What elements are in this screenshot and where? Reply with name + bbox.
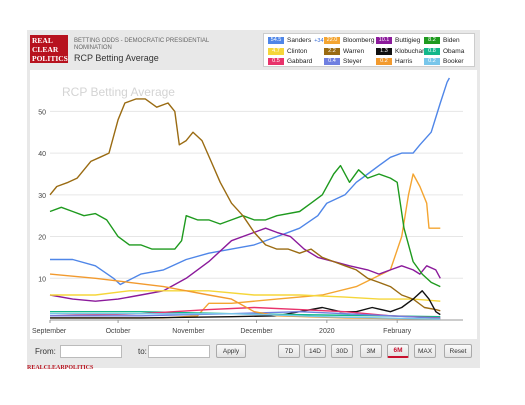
to-date-input[interactable] <box>148 345 210 358</box>
from-date-input[interactable] <box>60 345 122 358</box>
y-tick-label: 10 <box>38 276 46 283</box>
series-line-booker <box>50 313 441 320</box>
footer-brand: REALCLEARPOLITICS <box>27 365 94 371</box>
legend-value-badge: 8.2 <box>424 37 440 44</box>
x-tick-label: September <box>32 328 67 335</box>
legend-value-badge: 22.0 <box>324 37 340 44</box>
widget-header: REAL CLEAR POLITICS BETTING ODDS - DEMOC… <box>27 30 480 68</box>
line-chart: 10 20 30 40 50 September October November Decemb… <box>32 77 463 335</box>
legend-item-sanders[interactable]: 54.5 Sanders +34.9 <box>268 36 328 45</box>
plot-area: 10 20 30 40 50 September October November Decemb… <box>30 70 477 339</box>
to-label: to: <box>138 347 147 356</box>
logo-line-2: CLEAR <box>32 45 59 54</box>
legend-label: Bloomberg <box>343 37 375 44</box>
legend-value-badge: 54.5 <box>268 37 284 44</box>
y-tick-label: 20 <box>38 235 46 242</box>
series-line-buttigieg <box>49 227 441 302</box>
x-tick-label: November <box>172 328 205 335</box>
x-tick-label: 2020 <box>319 328 335 335</box>
legend-item-steyer[interactable]: 0.4 Steyer <box>324 57 362 66</box>
legend-value-badge: 4.7 <box>268 47 284 55</box>
legend-value-badge: 0.8 <box>424 47 440 55</box>
series-line-warren <box>49 98 441 312</box>
legend-label: Harris <box>395 58 413 65</box>
range-controls: From: to: Apply 7D 14D 30D 3M 6M MAX Reset <box>30 342 477 364</box>
y-tick-label: 50 <box>38 109 46 116</box>
legend-value-badge: 10.1 <box>376 37 392 44</box>
legend-label: Warren <box>343 47 365 55</box>
legend-value-badge: 2.2 <box>324 47 340 55</box>
legend: 54.5 Sanders +34.9 22.0 Bloomberg 10.1 Buttigi… <box>263 33 475 67</box>
reset-button[interactable]: Reset <box>444 344 472 358</box>
apply-button[interactable]: Apply <box>216 344 246 358</box>
series-line-klobuchar <box>50 290 441 319</box>
series-line-harris <box>49 273 441 320</box>
y-tick-label: 30 <box>38 193 46 200</box>
rcp-logo: REAL CLEAR POLITICS <box>30 35 68 63</box>
x-tick-label: October <box>106 328 132 335</box>
range-button-30d[interactable]: 30D <box>331 344 353 358</box>
legend-item-gabbard[interactable]: 0.5 Gabbard <box>268 57 312 66</box>
x-tick-label: December <box>240 328 273 335</box>
legend-item-bloomberg[interactable]: 22.0 Bloomberg <box>324 36 374 45</box>
legend-label: Gabbard <box>287 58 313 65</box>
chart-title: RCP Betting Average <box>74 53 159 63</box>
legend-label: Booker <box>443 58 464 65</box>
legend-item-klobuchar[interactable]: 1.3 Klobuchar <box>376 47 424 56</box>
legend-value-badge: 1.3 <box>376 47 392 55</box>
chart-subtitle: BETTING ODDS - DEMOCRATIC PRESIDENTIAL N… <box>74 38 210 51</box>
legend-item-biden[interactable]: 8.2 Biden <box>424 36 460 45</box>
series-line-sanders <box>50 77 451 286</box>
y-tick-label: 40 <box>38 151 46 158</box>
chart-watermark: RCP Betting Average <box>62 85 175 99</box>
legend-value-badge: 0.2 <box>376 58 392 65</box>
legend-value-badge: 0.4 <box>324 58 340 65</box>
chart-widget: REAL CLEAR POLITICS BETTING ODDS - DEMOC… <box>27 30 480 368</box>
legend-item-warren[interactable]: 2.2 Warren <box>324 47 364 56</box>
from-label: From: <box>35 347 56 356</box>
legend-label: Clinton <box>287 47 308 55</box>
series-line-biden <box>49 164 441 288</box>
legend-change: +34.9 <box>314 37 329 44</box>
legend-value-badge: 0.2 <box>424 58 440 65</box>
range-button-3m[interactable]: 3M <box>360 344 382 358</box>
legend-item-buttigieg[interactable]: 10.1 Buttigieg <box>376 36 420 45</box>
range-button-6m[interactable]: 6M <box>387 344 409 358</box>
range-button-14d[interactable]: 14D <box>304 344 326 358</box>
legend-value-badge: 0.5 <box>268 58 284 65</box>
legend-label: Klobuchar <box>395 47 425 55</box>
series-line-steyer <box>50 311 441 319</box>
legend-item-harris[interactable]: 0.2 Harris <box>376 57 412 66</box>
legend-label: Buttigieg <box>395 37 421 44</box>
series-line-clinton <box>50 290 441 302</box>
x-tick-label: February <box>383 328 412 335</box>
legend-label: Sanders <box>287 37 312 44</box>
range-button-max[interactable]: MAX <box>414 344 436 358</box>
legend-item-obama[interactable]: 0.8 Obama <box>424 47 464 56</box>
legend-label: Steyer <box>343 58 362 65</box>
legend-item-booker[interactable]: 0.2 Booker <box>424 57 464 66</box>
logo-line-1: REAL <box>32 36 53 45</box>
legend-label: Biden <box>443 37 460 44</box>
legend-label: Obama <box>443 47 465 55</box>
range-button-7d[interactable]: 7D <box>278 344 300 358</box>
legend-item-clinton[interactable]: 4.7 Clinton <box>268 47 307 56</box>
logo-line-3: POLITICS <box>32 54 68 63</box>
